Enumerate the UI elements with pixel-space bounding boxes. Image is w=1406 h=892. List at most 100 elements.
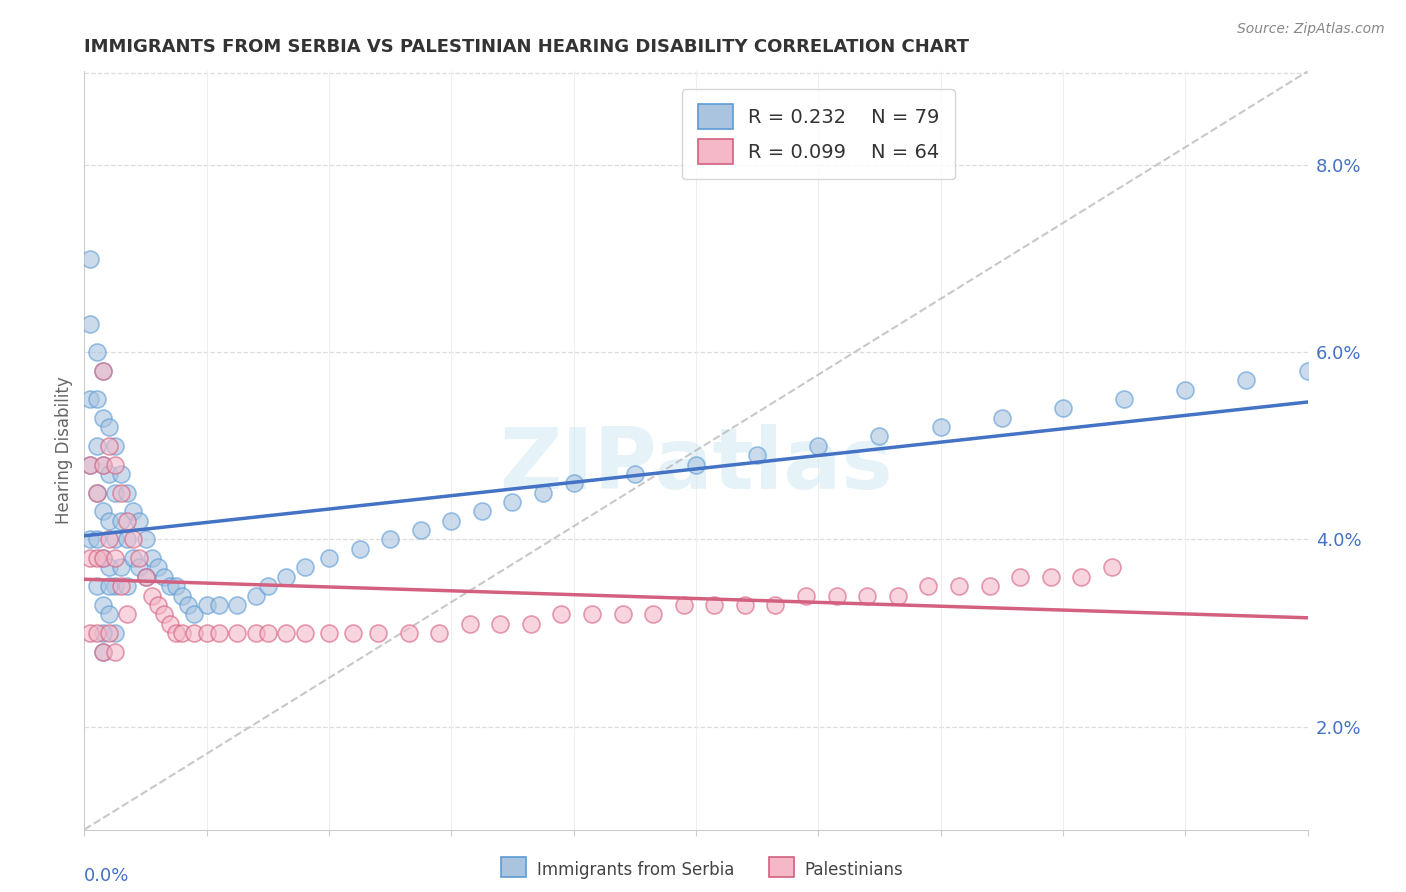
Point <box>97 514 120 528</box>
Point <box>104 485 127 500</box>
Point <box>104 458 127 472</box>
Text: 0.0%: 0.0% <box>84 867 129 886</box>
Point <box>91 458 114 472</box>
Point <box>115 533 138 547</box>
Point <box>91 410 114 425</box>
Point <box>562 476 585 491</box>
Point <box>208 598 231 612</box>
Point <box>489 616 512 631</box>
Point <box>91 551 114 566</box>
Point <box>79 551 101 566</box>
Point <box>159 616 181 631</box>
Point <box>86 626 108 640</box>
Point <box>208 626 231 640</box>
Point <box>276 570 298 584</box>
Point <box>153 570 176 584</box>
Point <box>276 626 298 640</box>
Point <box>122 533 145 547</box>
Point <box>794 589 817 603</box>
Point <box>135 570 157 584</box>
Point <box>342 626 364 640</box>
Point <box>97 439 120 453</box>
Point <box>110 560 132 574</box>
Point <box>294 560 316 574</box>
Point <box>398 626 420 640</box>
Point <box>380 533 402 547</box>
Point <box>294 626 316 640</box>
Point <box>146 598 169 612</box>
Point <box>97 626 120 640</box>
Point <box>747 448 769 462</box>
Point <box>172 589 194 603</box>
Point <box>245 626 267 640</box>
Point <box>183 607 205 622</box>
Point <box>141 551 163 566</box>
Point <box>917 579 939 593</box>
Point <box>122 504 145 518</box>
Point <box>91 645 114 659</box>
Point <box>79 392 101 406</box>
Point <box>153 607 176 622</box>
Point <box>97 560 120 574</box>
Point <box>110 514 132 528</box>
Point <box>226 626 249 640</box>
Point <box>367 626 389 640</box>
Point <box>97 607 120 622</box>
Point <box>502 495 524 509</box>
Point <box>79 533 101 547</box>
Point <box>672 598 695 612</box>
Point <box>624 467 647 481</box>
Point <box>79 458 101 472</box>
Point <box>581 607 603 622</box>
Point <box>734 598 756 612</box>
Point <box>948 579 970 593</box>
Point <box>86 439 108 453</box>
Point <box>1052 401 1074 416</box>
Point <box>91 458 114 472</box>
Point <box>91 504 114 518</box>
Point <box>531 485 554 500</box>
Point <box>1101 560 1123 574</box>
Point <box>195 626 218 640</box>
Y-axis label: Hearing Disability: Hearing Disability <box>55 376 73 524</box>
Point <box>110 579 132 593</box>
Text: Source: ZipAtlas.com: Source: ZipAtlas.com <box>1237 22 1385 37</box>
Point <box>1114 392 1136 406</box>
Point <box>440 514 463 528</box>
Point <box>128 560 150 574</box>
Point <box>135 570 157 584</box>
Point <box>703 598 725 612</box>
Point <box>86 579 108 593</box>
Point <box>427 626 450 640</box>
Point <box>115 607 138 622</box>
Point <box>550 607 572 622</box>
Text: Palestinians: Palestinians <box>804 861 903 879</box>
Point <box>86 485 108 500</box>
Point <box>183 626 205 640</box>
Point <box>318 626 340 640</box>
Point <box>869 429 891 443</box>
Point <box>91 598 114 612</box>
Point <box>685 458 707 472</box>
Point <box>91 364 114 378</box>
Point <box>86 551 108 566</box>
Point <box>765 598 787 612</box>
Point <box>110 467 132 481</box>
Point <box>643 607 665 622</box>
Point <box>97 467 120 481</box>
Point <box>807 439 830 453</box>
Point <box>86 485 108 500</box>
Point <box>141 589 163 603</box>
Point <box>991 410 1014 425</box>
Point <box>165 626 187 640</box>
Point <box>887 589 910 603</box>
Point <box>86 345 108 359</box>
Point <box>1010 570 1032 584</box>
Point <box>245 589 267 603</box>
Point <box>97 579 120 593</box>
FancyBboxPatch shape <box>501 857 526 877</box>
Point <box>104 579 127 593</box>
Point <box>79 252 101 266</box>
Point <box>195 598 218 612</box>
Legend: R = 0.232    N = 79, R = 0.099    N = 64: R = 0.232 N = 79, R = 0.099 N = 64 <box>682 88 955 179</box>
